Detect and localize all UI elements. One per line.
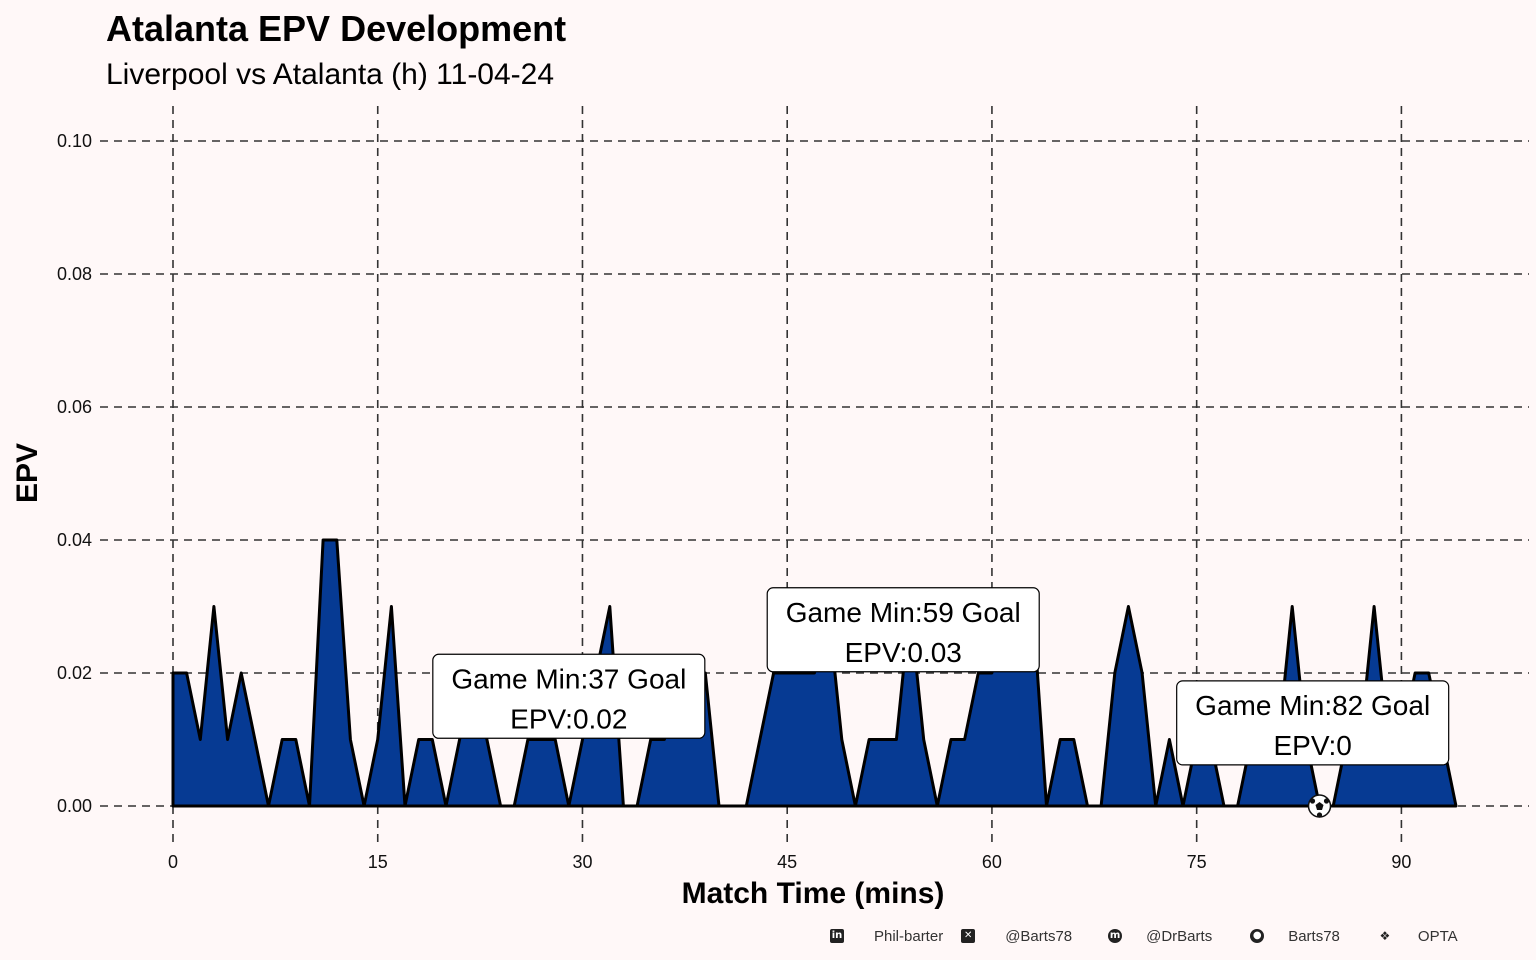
football-patch <box>1309 798 1316 804</box>
y-tick-label: 0.04 <box>57 530 92 550</box>
football-patch <box>1323 798 1330 804</box>
x-handle: @Barts78 <box>1005 927 1073 945</box>
x-tick-label: 30 <box>572 852 592 872</box>
annotation-layer: Game Min:37 Goal EPV:0.02 Game Min:59 Goal… <box>432 587 1450 766</box>
x-tick-label: 60 <box>982 852 1002 872</box>
x-tick-label: 75 <box>1187 852 1207 872</box>
y-tick-label: 0.10 <box>57 131 92 151</box>
annotation-box <box>766 587 1040 673</box>
goal-annotation: Game Min:59 Goal EPV:0.03 <box>766 587 1040 673</box>
linkedin-handle: Phil-barter <box>874 927 944 945</box>
goal-marker <box>1307 794 1332 818</box>
x-icon: ✕ <box>961 929 976 943</box>
annotation-value: EPV:0.03 <box>845 637 962 668</box>
annotation-value: EPV:0 <box>1274 730 1352 761</box>
dropbox-icon: ❖ <box>1379 929 1391 943</box>
annotation-box <box>432 653 706 739</box>
mastodon-handle: @DrBarts <box>1146 927 1213 945</box>
github-handle: Barts78 <box>1288 927 1340 945</box>
x-tick-label: 0 <box>168 852 178 872</box>
annotation-title: Game Min:82 Goal <box>1195 690 1430 721</box>
goal-annotation: Game Min:37 Goal EPV:0.02 <box>432 653 706 739</box>
goal-annotation: Game Min:82 Goal EPV:0 <box>1176 680 1450 766</box>
linkedin-icon: in <box>830 929 844 943</box>
mastodon-icon: m <box>1108 929 1123 943</box>
y-tick-label: 0.08 <box>57 264 92 284</box>
x-tick-label: 45 <box>777 852 797 872</box>
annotation-title: Game Min:59 Goal <box>786 597 1021 628</box>
x-tick-label: 15 <box>368 852 388 872</box>
github-icon: ● <box>1250 929 1265 943</box>
y-tick-label: 0.00 <box>57 796 92 816</box>
chart-subtitle: Liverpool vs Atalanta (h) 11-04-24 <box>106 58 555 91</box>
annotation-box <box>1176 680 1450 766</box>
y-tick-label: 0.02 <box>57 663 92 683</box>
tick-labels: 0.00 0.02 0.04 0.06 0.08 0.10 0 15 30 45 60 75 90 <box>57 131 1411 872</box>
y-axis-label: EPV <box>11 443 44 503</box>
y-tick-label: 0.06 <box>57 397 92 417</box>
annotation-title: Game Min:37 Goal <box>451 663 686 694</box>
annotation-value: EPV:0.02 <box>510 703 627 734</box>
football-patch <box>1316 812 1323 818</box>
credits-bar: in Phil-barter ✕ @Barts78 m @DrBarts ● B… <box>830 924 1458 948</box>
chart-title: Atalanta EPV Development <box>106 8 567 49</box>
x-tick-label: 90 <box>1391 852 1411 872</box>
data-source: OPTA <box>1417 927 1458 945</box>
football-patch <box>1315 802 1324 810</box>
x-axis-label: Match Time (mins) <box>682 877 945 910</box>
